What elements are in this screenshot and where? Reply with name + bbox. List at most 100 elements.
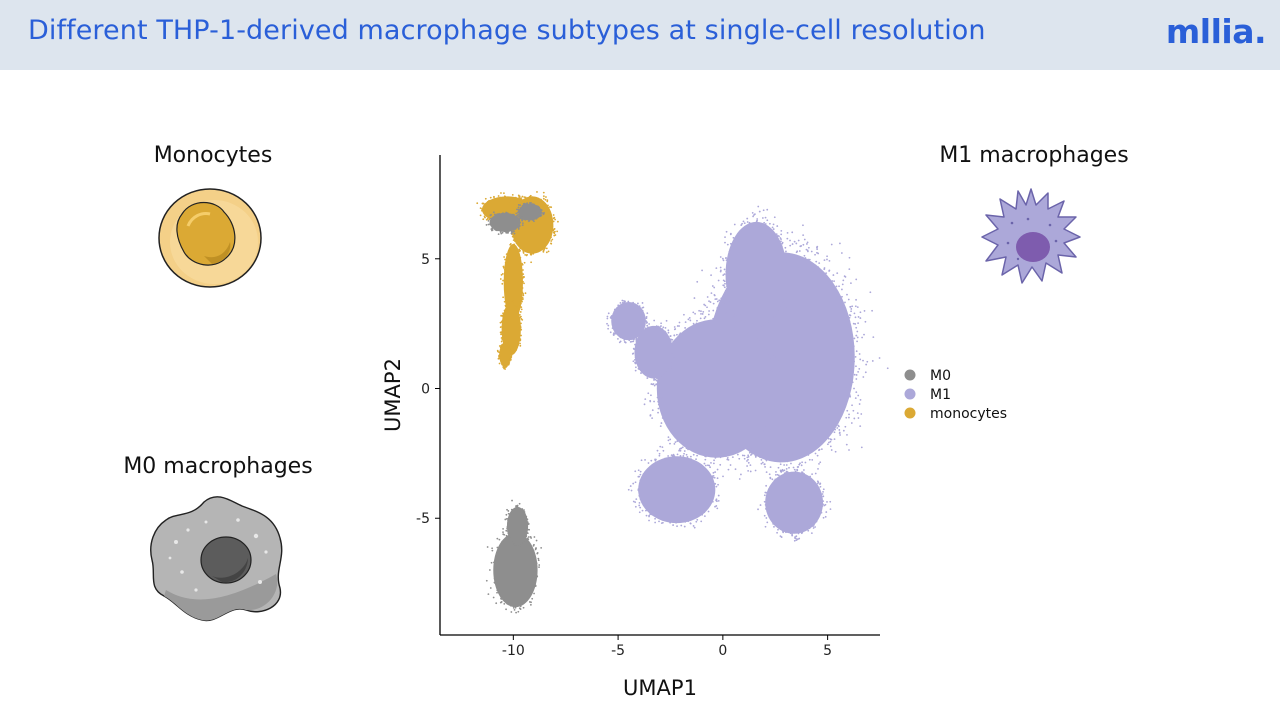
cell-point [811,473,814,475]
cell-point [725,291,728,294]
cell-point [644,472,647,475]
cell-point [667,331,670,334]
cell-point [615,307,618,310]
cell-point [812,527,815,529]
cell-point [859,425,862,428]
cell-point [547,207,550,209]
cell-point [508,200,511,203]
cell-point [815,260,818,263]
cell-point [784,474,786,477]
cell-point [500,331,503,334]
cell-point [684,327,687,329]
cell-point [737,313,739,316]
cell-point [734,307,737,310]
cell-point [627,300,630,303]
cell-point [660,422,663,424]
cell-point [742,220,745,223]
cell-point [491,226,494,229]
cell-point [829,438,832,441]
cell-point [518,219,520,221]
cell-point [818,512,820,515]
cell-point [711,500,714,503]
cell-point [841,295,843,298]
cell-point [786,237,789,240]
cell-point [745,446,748,449]
monocyte-icon [158,188,262,288]
cell-point [746,460,748,462]
cell-point [542,213,545,216]
cell-point [831,420,834,423]
cell-point [771,339,774,342]
cell-point [545,196,547,198]
cell-point [722,475,724,478]
cell-point [543,211,545,214]
cell-point [500,597,502,600]
cell-point [635,361,638,364]
cell-point [507,230,510,233]
cell-point [651,383,654,386]
cell-point [505,513,508,516]
cell-point [848,353,851,356]
cell-point [550,230,553,233]
cell-point [492,596,495,599]
cell-point [775,356,778,358]
cell-point [543,247,546,250]
cell-point [644,459,646,461]
cell-point [545,243,548,246]
cell-point [506,526,509,528]
cell-point [670,425,673,428]
cell-point [530,537,533,539]
cell-point [502,312,504,315]
cell-point [530,261,533,264]
cell-point [778,360,780,363]
cell-point [510,354,513,357]
cell-point [639,506,642,509]
cell-point [859,358,862,361]
cell-point [502,366,505,369]
cell-point [803,238,806,241]
cell-point [758,222,760,225]
cell-point [658,377,661,380]
cell-point [768,459,771,462]
cell-point [646,324,649,327]
cell-point [785,464,788,466]
cell-point [538,566,540,568]
cell-point [540,546,543,549]
cell-point [507,510,510,512]
cell-point [491,549,494,552]
cell-point [529,546,532,549]
cell-point [639,498,642,501]
cell-point [716,468,719,471]
cell-point [842,304,845,307]
cell-point [532,252,535,255]
cell-point [771,396,774,398]
cell-point [659,425,662,428]
cell-point [520,328,523,331]
cell-point [731,303,734,306]
cell-point [724,236,726,239]
cell-point [720,297,723,300]
cluster-core [499,342,511,367]
cell-point [703,515,706,517]
cell-point [671,351,674,354]
cell-point [649,326,652,329]
cell-point [798,455,801,457]
cell-point [481,209,483,212]
cell-point [819,461,822,464]
cell-point [810,250,813,253]
cell-point [519,342,521,345]
cell-point [619,335,622,338]
cell-point [498,345,501,347]
cell-point [662,449,665,452]
cell-point [728,254,731,257]
cell-point [749,440,752,443]
cell-point [801,461,804,464]
cell-point [675,521,677,524]
cell-point [725,230,728,233]
cell-point [516,308,519,311]
cell-point [784,246,787,249]
cell-point [783,308,786,311]
cell-point [769,477,772,480]
cell-point [638,305,641,308]
